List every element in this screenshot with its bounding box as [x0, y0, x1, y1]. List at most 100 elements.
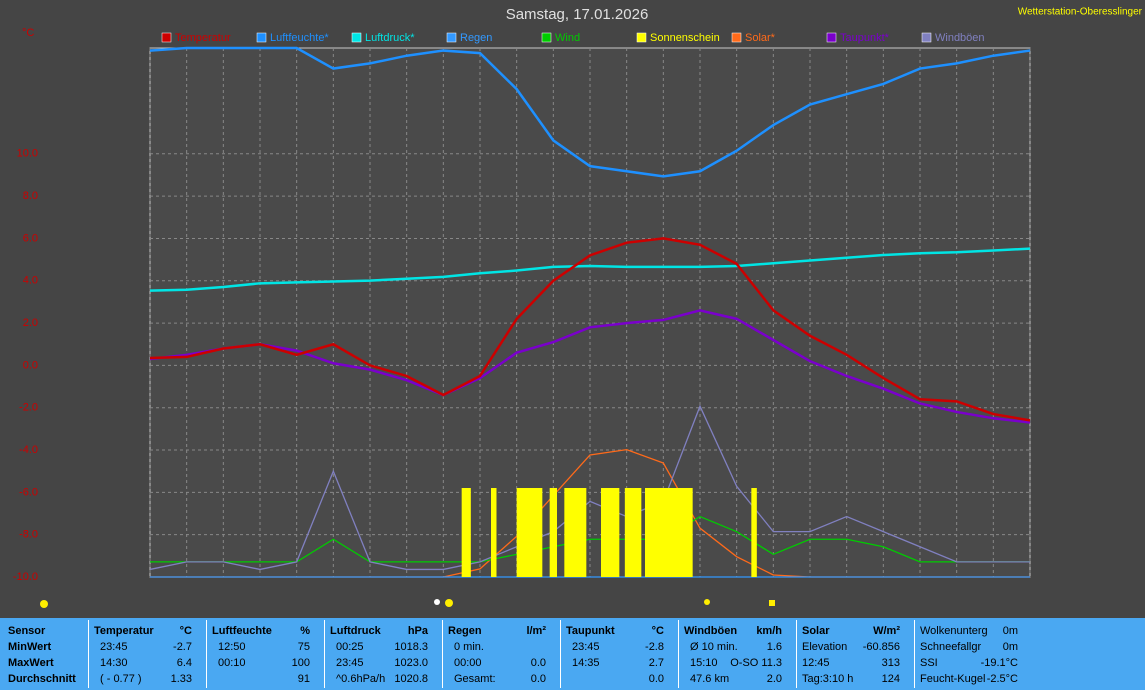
cell-value: 2.0: [766, 673, 782, 685]
legend-swatch: [541, 32, 552, 43]
cell-label: SSI: [920, 657, 938, 669]
cell-label: Ø 10 min.: [690, 641, 738, 653]
legend-swatch: [161, 32, 172, 43]
column-header: Luftdruck: [330, 625, 381, 637]
cell-value: 124: [881, 673, 900, 685]
legend-label: Luftdruck*: [365, 32, 415, 44]
series-line: [149, 309, 1031, 424]
legend-label: Taupunkt*: [840, 32, 890, 44]
sunshine-bar: [491, 488, 497, 577]
cell-value: 100: [291, 657, 310, 669]
icons: [40, 599, 775, 608]
column-unit: W/m²: [873, 625, 900, 637]
series-line: [149, 237, 1031, 422]
legend-label: Temperatur: [175, 32, 231, 44]
legend-label: Windböen: [935, 32, 985, 44]
cell-value: -2.7: [173, 641, 192, 653]
legend-swatch: [256, 32, 267, 43]
cell-value: 0.0: [648, 673, 664, 685]
y-tick-label: -6.0: [19, 486, 38, 498]
cell-label: Gesamt:: [454, 673, 496, 685]
cell-value: O-SO 11.3: [730, 657, 782, 669]
cell-label: 23:45: [336, 657, 364, 669]
sunshine-bar: [624, 488, 642, 577]
cell-value: -60.856: [862, 641, 900, 653]
cell-label: 12:45: [802, 657, 830, 669]
cell-value: 0.0: [530, 657, 546, 669]
cell-value: 1023.0: [394, 657, 428, 669]
column-separator: [324, 620, 325, 688]
cell-value: -2.5°C: [986, 673, 1018, 685]
y-tick-label: 6.0: [23, 232, 38, 244]
y-tick-label: 0.0: [23, 359, 38, 371]
cell-value: 91: [297, 673, 310, 685]
sunshine-bar: [601, 488, 620, 577]
cell-label: 14:30: [100, 657, 128, 669]
cell-label: Schneefallgr: [920, 641, 982, 653]
column-header: Luftfeuchte: [212, 625, 272, 637]
stats-table: Sensor MinWert MaxWert Durchschnitt Temperat…: [0, 618, 1145, 690]
cell-label: 00:10: [218, 657, 246, 669]
cell-label: Durchschnitt: [8, 673, 76, 685]
y-tick-label: -10.0: [13, 571, 38, 583]
y-tick-label: -4.0: [19, 444, 38, 456]
cell-value: 0m: [1002, 641, 1018, 653]
cell-label: 23:45: [100, 641, 128, 653]
cell-label: 14:35: [572, 657, 600, 669]
cell-value: 2.7: [648, 657, 664, 669]
column-unit: °C: [651, 625, 664, 637]
cell-value: 75: [297, 641, 310, 653]
cell-value: 1020.8: [394, 673, 428, 685]
column-separator: [442, 620, 443, 688]
cell-label: 47.6 km: [690, 673, 730, 685]
sunshine-bar: [549, 488, 557, 577]
y-tick-label: -8.0: [19, 529, 38, 541]
cell-label: MinWert: [8, 641, 52, 653]
column-header: Regen: [448, 625, 482, 637]
legend-swatch: [351, 32, 362, 43]
cell-value: 313: [881, 657, 900, 669]
cell-label: 00:25: [336, 641, 364, 653]
sunshine-bar: [564, 488, 587, 577]
legend-label: Sonnenschein: [650, 32, 720, 44]
legend-label: Luftfeuchte*: [270, 32, 329, 44]
column-separator: [560, 620, 561, 688]
y-axis-label: °C: [22, 27, 34, 39]
cell-label: Wolkenunterg: [920, 625, 988, 637]
cell-value: -19.1°C: [980, 657, 1018, 669]
cell-label: Elevation: [802, 641, 848, 653]
cell-label: 00:00: [454, 657, 482, 669]
cell-value: 0m: [1002, 625, 1018, 637]
cell-value: 1.6: [766, 641, 782, 653]
column-unit: °C: [179, 625, 192, 637]
column-separator: [206, 620, 207, 688]
column-separator: [88, 620, 89, 688]
cell-label: 0 min.: [454, 641, 484, 653]
legend-swatch: [826, 32, 837, 43]
legend-swatch: [731, 32, 742, 43]
cell-value: 1.33: [170, 673, 192, 685]
column-separator: [914, 620, 915, 688]
series-line: [149, 46, 1031, 178]
cell-label: 12:50: [218, 641, 246, 653]
sunshine-bar: [751, 488, 757, 577]
legend-label: Wind: [555, 32, 580, 44]
y-tick-label: 10.0: [17, 148, 38, 160]
cell-value: 1018.3: [394, 641, 428, 653]
column-header: Windböen: [684, 625, 738, 637]
column-unit: l/m²: [526, 625, 546, 637]
cell-label: ( - 0.77 ): [100, 673, 142, 685]
column-unit: km/h: [756, 625, 782, 637]
station-name: Wetterstation-Oberesslinger: [1018, 7, 1143, 18]
y-tick-label: 8.0: [23, 190, 38, 202]
column-unit: %: [300, 625, 310, 637]
y-tick-label: 4.0: [23, 275, 38, 287]
legend-swatch: [636, 32, 647, 43]
series-line: [149, 404, 1030, 571]
column-header: Taupunkt: [566, 625, 615, 637]
cell-label: Feucht-Kugel: [920, 673, 986, 685]
cell-label: 23:45: [572, 641, 600, 653]
sunshine-bar: [516, 488, 543, 577]
y-tick-label: -2.0: [19, 402, 38, 414]
